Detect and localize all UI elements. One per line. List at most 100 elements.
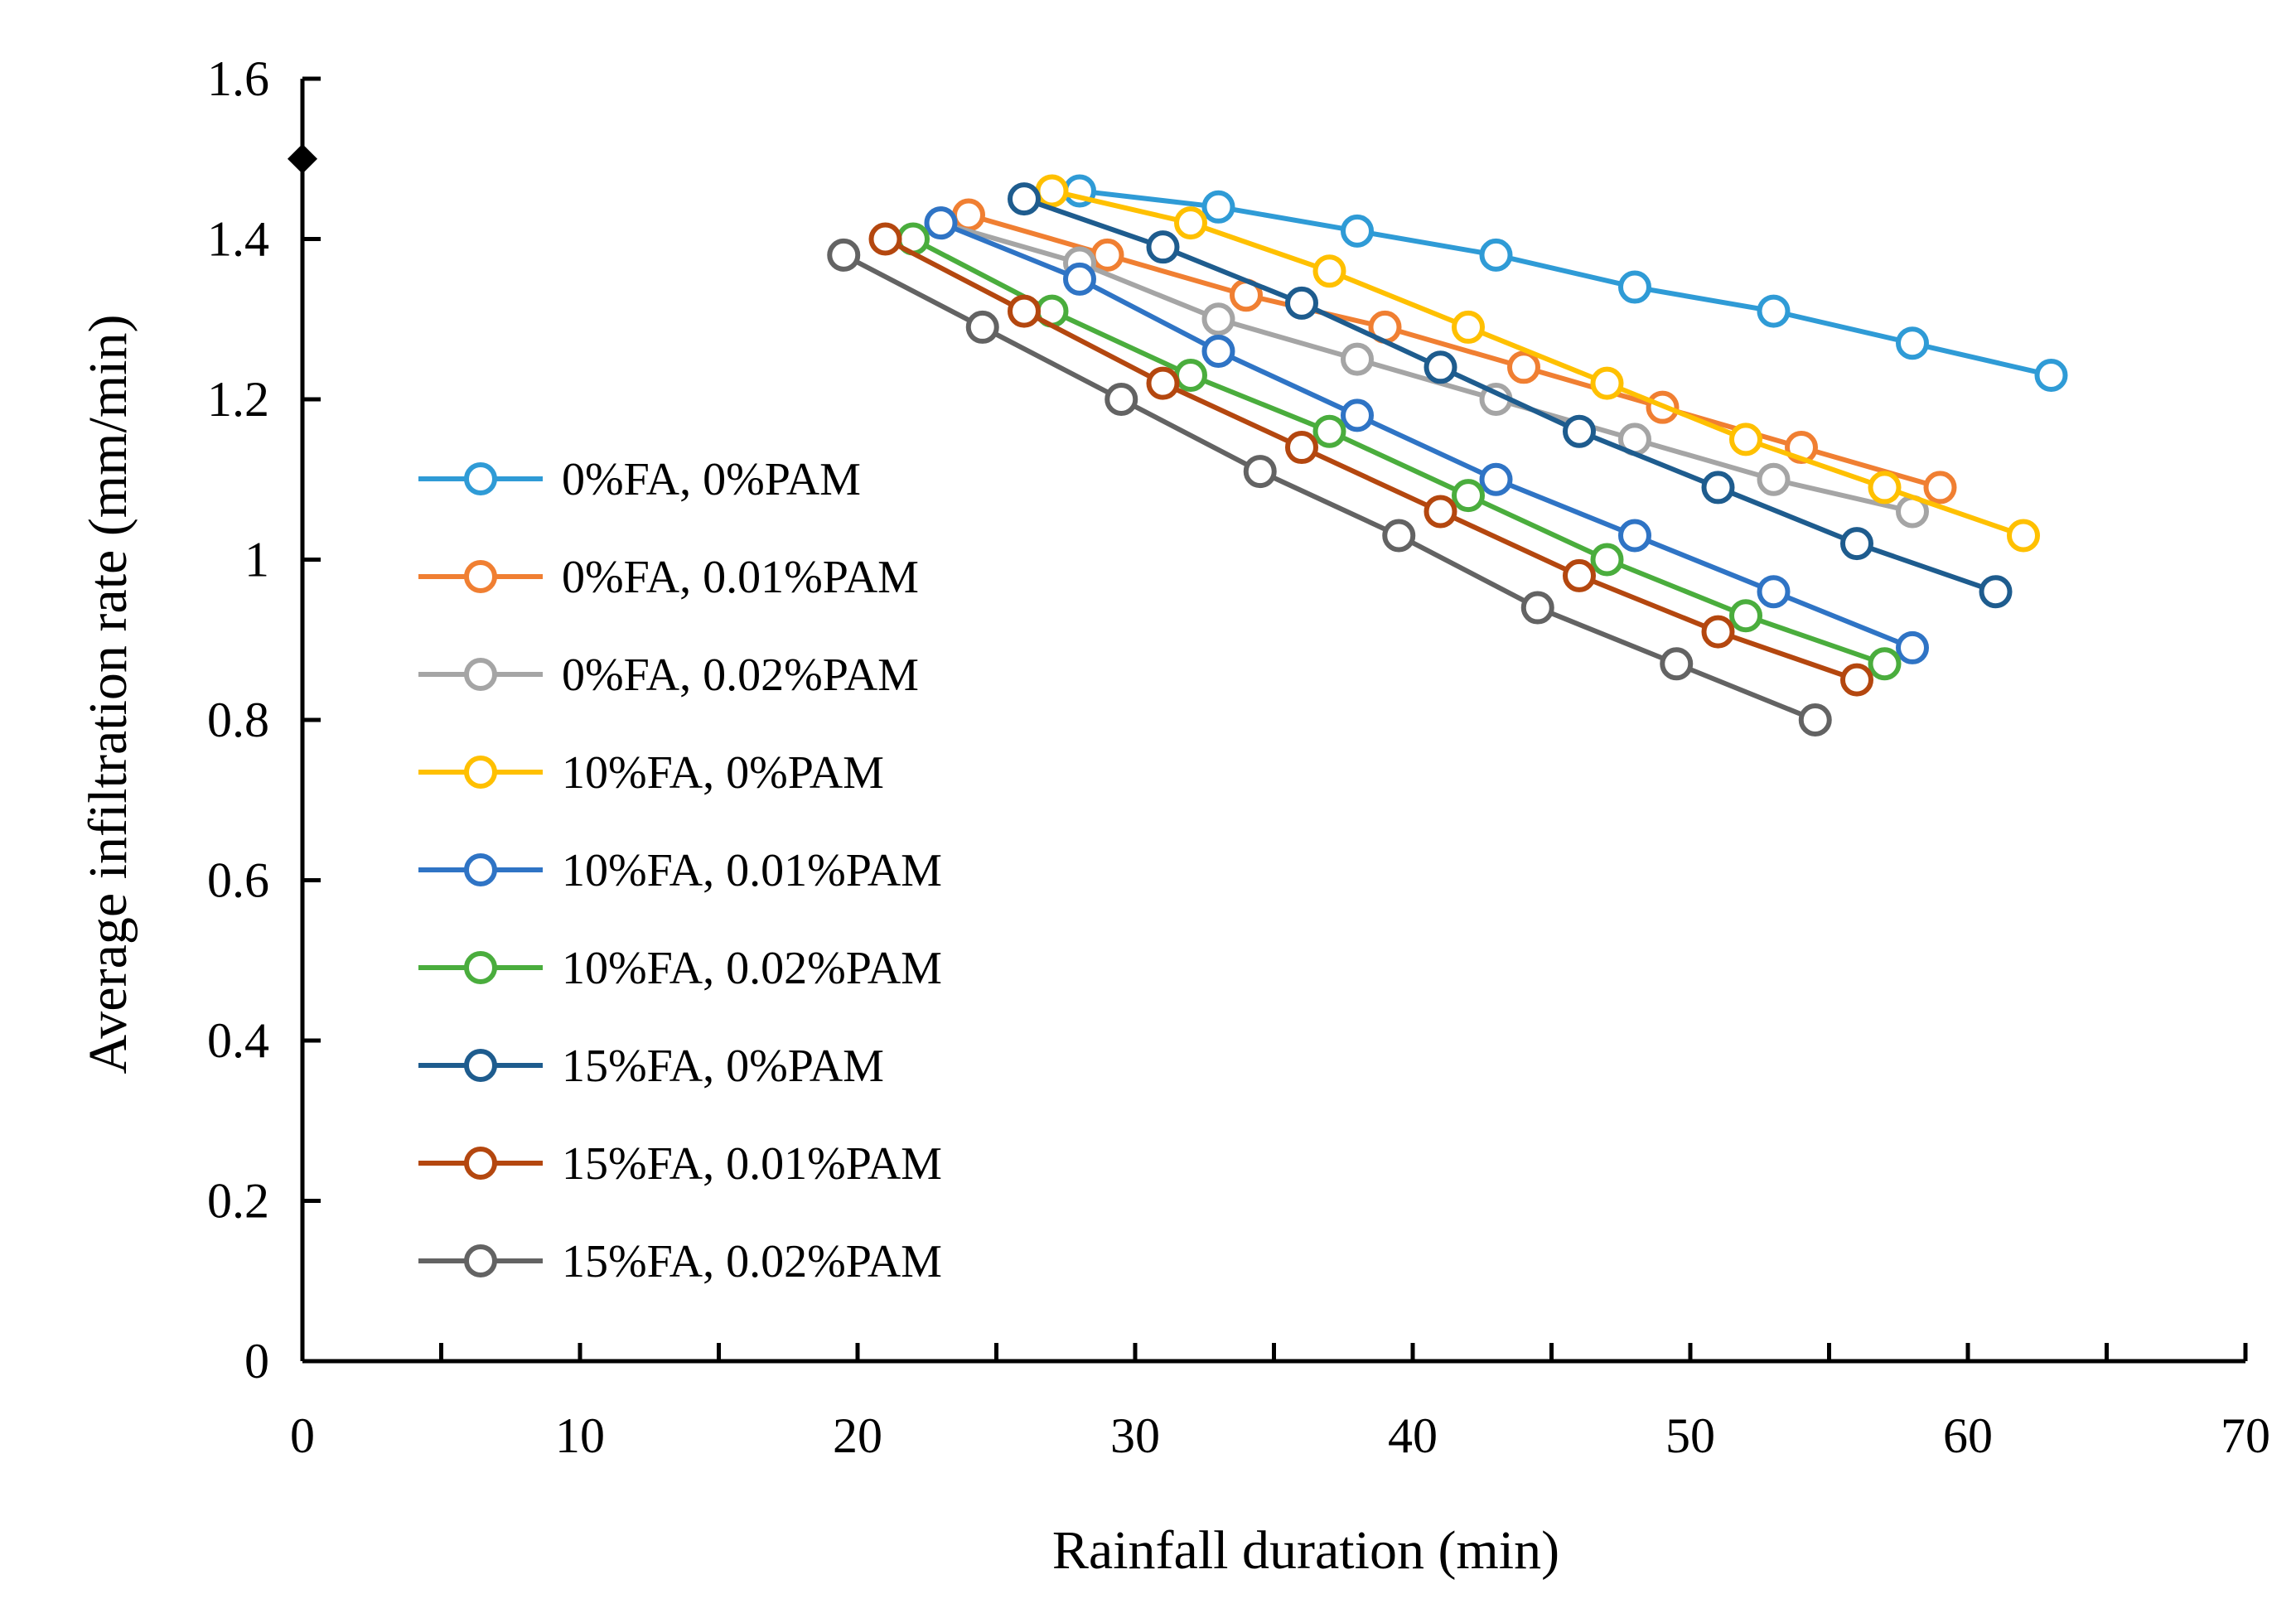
data-point — [1868, 471, 1902, 505]
data-point — [1868, 647, 1902, 681]
legend-marker — [464, 1049, 497, 1082]
data-point — [1798, 703, 1832, 736]
data-point — [1146, 366, 1180, 400]
x-tick-label: 30 — [1110, 1408, 1160, 1463]
data-point — [1979, 575, 2013, 609]
y-tick-label: 1.4 — [207, 212, 269, 267]
x-tick-label: 40 — [1388, 1408, 1438, 1463]
data-point — [1896, 630, 1929, 664]
data-point — [1201, 334, 1235, 368]
data-point — [2034, 358, 2068, 392]
legend-marker — [464, 1147, 497, 1180]
legend-label: 15%FA, 0%PAM — [562, 1041, 884, 1092]
series-line — [940, 220, 1914, 650]
data-point — [2007, 519, 2040, 553]
data-point — [1520, 591, 1554, 625]
y-tick-label: 1 — [244, 533, 269, 587]
legend-item: 0%FA, 0.02%PAM — [418, 650, 919, 701]
y-tick-label: 0.2 — [207, 1174, 269, 1229]
legend-item: 10%FA, 0.01%PAM — [418, 845, 942, 896]
legend-item: 0%FA, 0%PAM — [418, 454, 861, 505]
data-point — [1201, 302, 1235, 336]
legend: 0%FA, 0%PAM 0%FA, 0.01%PAM 0%FA, 0.02%PAM 1… — [418, 454, 942, 1287]
series-line — [842, 253, 1816, 722]
data-point — [1701, 615, 1735, 649]
data-point — [1341, 398, 1374, 432]
x-tick-label: 20 — [833, 1408, 882, 1463]
legend-marker — [464, 462, 497, 495]
legend-label: 0%FA, 0.02%PAM — [562, 650, 919, 701]
data-point — [1563, 558, 1596, 592]
series-line — [1051, 188, 2024, 538]
data-point — [1479, 238, 1513, 272]
legend-item: 10%FA, 0.02%PAM — [418, 943, 942, 994]
series-9 — [827, 238, 1832, 736]
data-point — [1590, 543, 1624, 577]
data-point — [1382, 519, 1416, 553]
data-point — [1285, 286, 1318, 320]
data-point — [1618, 270, 1651, 304]
y-tick-label: 0.6 — [207, 853, 269, 908]
series-7 — [1008, 182, 2013, 609]
series-line — [1023, 196, 1997, 595]
data-point — [1563, 414, 1596, 448]
legend-marker — [464, 756, 497, 789]
y-tick-label: 1.2 — [207, 372, 269, 427]
data-series — [288, 143, 2068, 736]
series-2 — [952, 198, 1957, 505]
series-1 — [1063, 174, 2068, 392]
legend-marker — [464, 658, 497, 691]
series-4 — [1035, 174, 2040, 553]
x-tick-label: 10 — [555, 1408, 605, 1463]
data-point — [1660, 647, 1694, 681]
data-point — [1063, 262, 1096, 296]
legend-label: 15%FA, 0.02%PAM — [562, 1236, 942, 1287]
legend-item: 15%FA, 0.01%PAM — [418, 1138, 942, 1190]
x-tick-label: 50 — [1665, 1408, 1715, 1463]
series-line — [911, 236, 1886, 667]
initial-point-marker — [288, 143, 317, 174]
data-point — [1507, 350, 1540, 384]
y-axis-title: Average infiltration rate (mm/min) — [78, 315, 138, 1075]
data-point — [1312, 254, 1346, 288]
y-tick-label: 0 — [244, 1334, 269, 1388]
x-tick-label: 60 — [1943, 1408, 1993, 1463]
data-point — [1452, 310, 1485, 344]
x-axis-title: Rainfall duration (min) — [1052, 1520, 1559, 1581]
legend-item: 10%FA, 0%PAM — [418, 747, 884, 799]
data-point — [1729, 599, 1762, 633]
legend-label: 0%FA, 0.01%PAM — [562, 552, 919, 603]
data-point — [1757, 294, 1791, 328]
data-point — [1090, 238, 1124, 272]
axis-ticks: 0 0.2 0.4 0.6 0.8 1 1.2 1.4 1.6 0 10 20 30 40 50 60 70 — [207, 51, 2270, 1463]
data-point — [1341, 342, 1374, 376]
series-line — [884, 236, 1858, 683]
data-point — [1174, 358, 1207, 392]
data-point — [1452, 479, 1485, 513]
legend-label: 10%FA, 0%PAM — [562, 747, 884, 799]
data-point — [952, 198, 985, 232]
data-point — [1618, 519, 1651, 553]
y-tick-label: 0.4 — [207, 1013, 269, 1068]
data-point — [1008, 182, 1041, 216]
data-point — [1701, 471, 1735, 505]
legend-label: 15%FA, 0.01%PAM — [562, 1138, 942, 1190]
data-point — [1424, 350, 1457, 384]
data-point — [1590, 366, 1624, 400]
data-point — [1174, 206, 1207, 240]
data-point — [1896, 326, 1929, 360]
legend-item: 15%FA, 0%PAM — [418, 1041, 884, 1092]
series-line — [1079, 188, 2052, 378]
legend-label: 0%FA, 0%PAM — [562, 454, 861, 505]
legend-item: 15%FA, 0.02%PAM — [418, 1236, 942, 1287]
y-tick-label: 0.8 — [207, 693, 269, 747]
data-point — [1757, 462, 1791, 496]
data-point — [1243, 455, 1277, 489]
data-point — [1312, 414, 1346, 448]
data-point — [1479, 462, 1513, 496]
legend-label: 10%FA, 0.02%PAM — [562, 943, 942, 994]
data-point — [1729, 423, 1762, 456]
x-tick-label: 0 — [290, 1408, 315, 1463]
series-5 — [924, 206, 1929, 664]
